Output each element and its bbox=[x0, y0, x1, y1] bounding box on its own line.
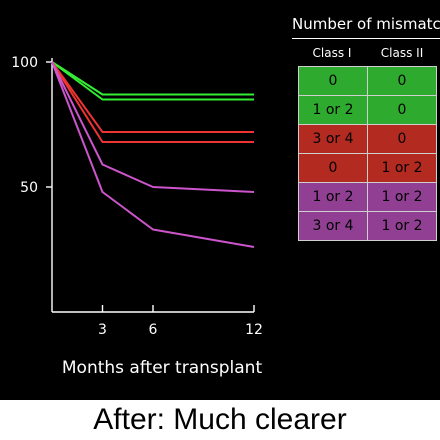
column-header-class-1: Class I bbox=[312, 46, 352, 60]
x-tick-label: 12 bbox=[245, 322, 263, 338]
caption: After: Much clearer bbox=[93, 403, 347, 436]
class-2-cell: 1 or 2 bbox=[368, 212, 437, 241]
class-1-cell: 1 or 2 bbox=[299, 183, 368, 212]
survival-line-chart: 50 100 3 6 12 Months after transplant bbox=[11, 55, 263, 378]
x-tick-label: 6 bbox=[149, 322, 158, 338]
x-axis-title: Months after transplant bbox=[62, 358, 263, 378]
table-title: Number of mismatches bbox=[292, 15, 440, 33]
series-line-1 bbox=[51, 61, 254, 96]
y-tick-label: 50 bbox=[20, 180, 38, 196]
class-2-cell: 1 or 2 bbox=[368, 183, 437, 212]
class-2-cell: 0 bbox=[368, 67, 437, 96]
class-1-cell: 3 or 4 bbox=[299, 125, 368, 154]
series-line-4 bbox=[51, 61, 254, 143]
column-header-class-2: Class II bbox=[380, 46, 424, 60]
x-tick-label: 3 bbox=[98, 322, 107, 338]
y-tick-label: 100 bbox=[11, 55, 38, 71]
series-line-6 bbox=[51, 61, 255, 248]
series-line-5 bbox=[51, 61, 255, 193]
class-2-cell: 0 bbox=[368, 125, 437, 154]
class-1-cell: 0 bbox=[299, 67, 368, 96]
series-line-2 bbox=[51, 61, 254, 101]
class-2-cell: 0 bbox=[368, 96, 437, 125]
class-1-cell: 0 bbox=[299, 154, 368, 183]
class-2-cell: 1 or 2 bbox=[368, 154, 437, 183]
series-line-3 bbox=[51, 61, 254, 133]
class-1-cell: 3 or 4 bbox=[299, 212, 368, 241]
slide: 50 100 3 6 12 Months after transplant Number … bbox=[0, 0, 440, 400]
table-title-rule bbox=[292, 38, 440, 39]
class-1-cell: 1 or 2 bbox=[299, 96, 368, 125]
